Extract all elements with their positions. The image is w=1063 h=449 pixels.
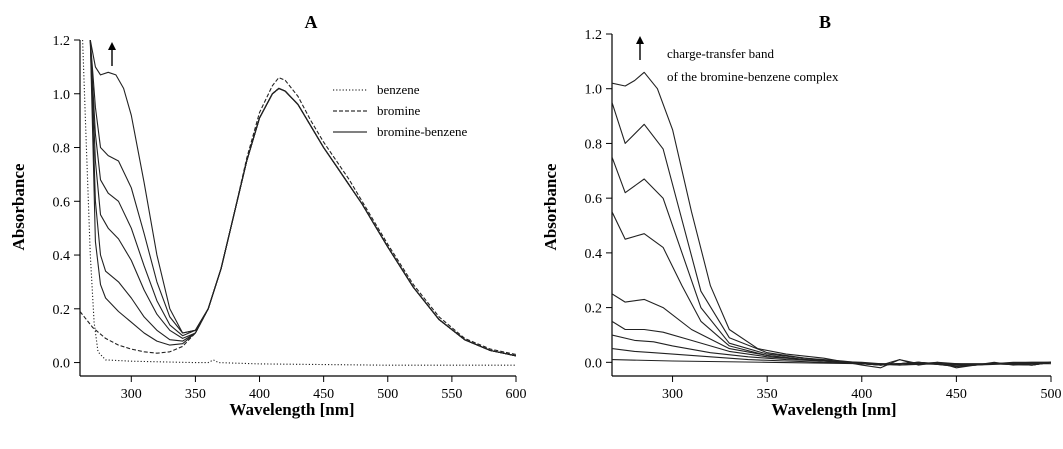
- panel-b-series-line-trace-4: [612, 293, 1051, 367]
- panel-b-series-line-trace-6: [612, 156, 1051, 367]
- panel-a-y-tick-label: 0.2: [53, 303, 71, 318]
- panel-a-y-tick-label: 0.6: [53, 195, 71, 210]
- panel-a-legend: benzene bromine bromine-benzene: [333, 82, 467, 139]
- panel-a-y-tick-label: 0.4: [53, 249, 71, 264]
- panel-b-x-axis-title: Wavelength [nm]: [771, 400, 896, 419]
- legend-label-benzene: benzene: [377, 82, 420, 97]
- panel-b-annotation-line2: of the bromine-benzene complex: [667, 69, 839, 84]
- panel-b-y-axis-title: Absorbance: [541, 163, 560, 250]
- panel-a-arrow-up-icon: [108, 42, 116, 50]
- panel-a: A 0.0 0.2 0.4 0.6 0.8 1.0 1.2 300 350 400 450 500 55…: [9, 12, 527, 419]
- panel-a-x-tick-label: 550: [441, 387, 462, 402]
- panel-b-x-tick-label: 500: [1041, 387, 1062, 402]
- panel-b: B 0.0 0.2 0.4 0.6 0.8 1.0 1.2 300 350 400 450 500 W…: [541, 12, 1062, 419]
- panel-a-x-tick-label: 350: [185, 387, 206, 402]
- panel-b-x-tick-label: 300: [662, 387, 683, 402]
- panel-a-y-axis-title: Absorbance: [9, 163, 28, 250]
- panel-b-series-line-trace-5: [612, 211, 1051, 366]
- panel-b-plot-area: 0.0 0.2 0.4 0.6 0.8 1.0 1.2 300 350 400 450 500: [585, 28, 1062, 402]
- panel-b-x-tick-label: 450: [946, 387, 967, 402]
- panel-b-y-tick-label: 0.8: [585, 137, 603, 152]
- panel-b-x-tick-label: 400: [851, 387, 872, 402]
- panel-b-y-tick-label: 1.2: [585, 28, 603, 43]
- panel-b-x-tick-label: 350: [757, 387, 778, 402]
- panel-b-y-tick-label: 0.6: [585, 192, 603, 207]
- panel-a-plot-area: 0.0 0.2 0.4 0.6 0.8 1.0 1.2 300 350 400 450 500 550 6…: [53, 34, 527, 402]
- panel-a-y-tick-label: 1.2: [53, 34, 71, 49]
- panel-a-x-tick-label: 450: [313, 387, 334, 402]
- panel-b-series-line-trace-8: [612, 71, 1051, 369]
- panel-a-series-line-trace-7: [89, 40, 516, 357]
- panel-a-y-tick-label: 0.0: [53, 357, 71, 372]
- panel-b-y-tick-label: 1.0: [585, 83, 603, 98]
- panel-a-x-tick-label: 500: [377, 387, 398, 402]
- panel-a-x-tick-label: 300: [121, 387, 142, 402]
- panel-a-series-line-benzene: [82, 40, 516, 366]
- panel-a-y-tick-label: 0.8: [53, 142, 71, 157]
- panel-b-series-line-trace-7: [612, 102, 1051, 366]
- panel-b-series-line-trace-1: [612, 348, 1051, 366]
- panel-a-x-axis-title: Wavelength [nm]: [229, 400, 354, 419]
- panel-b-annotation-line1: charge-transfer band: [667, 46, 774, 61]
- legend-label-bromine: bromine: [377, 103, 421, 118]
- panel-b-y-tick-label: 0.2: [585, 302, 603, 317]
- panel-b-series-line-trace-3: [612, 320, 1051, 366]
- panel-a-x-tick-label: 400: [249, 387, 270, 402]
- panel-a-series-line-trace-4: [89, 40, 516, 357]
- panel-a-label: A: [305, 12, 318, 32]
- panel-b-y-tick-label: 0.0: [585, 356, 603, 371]
- panel-a-y-tick-label: 1.0: [53, 88, 71, 103]
- panel-a-series-line-bromine: [80, 77, 516, 356]
- panel-b-arrow-up-icon: [636, 36, 644, 44]
- panel-a-x-tick-label: 600: [506, 387, 527, 402]
- panel-b-y-tick-label: 0.4: [585, 247, 603, 262]
- panel-b-label: B: [819, 12, 831, 32]
- legend-label-bromine-benzene: bromine-benzene: [377, 124, 467, 139]
